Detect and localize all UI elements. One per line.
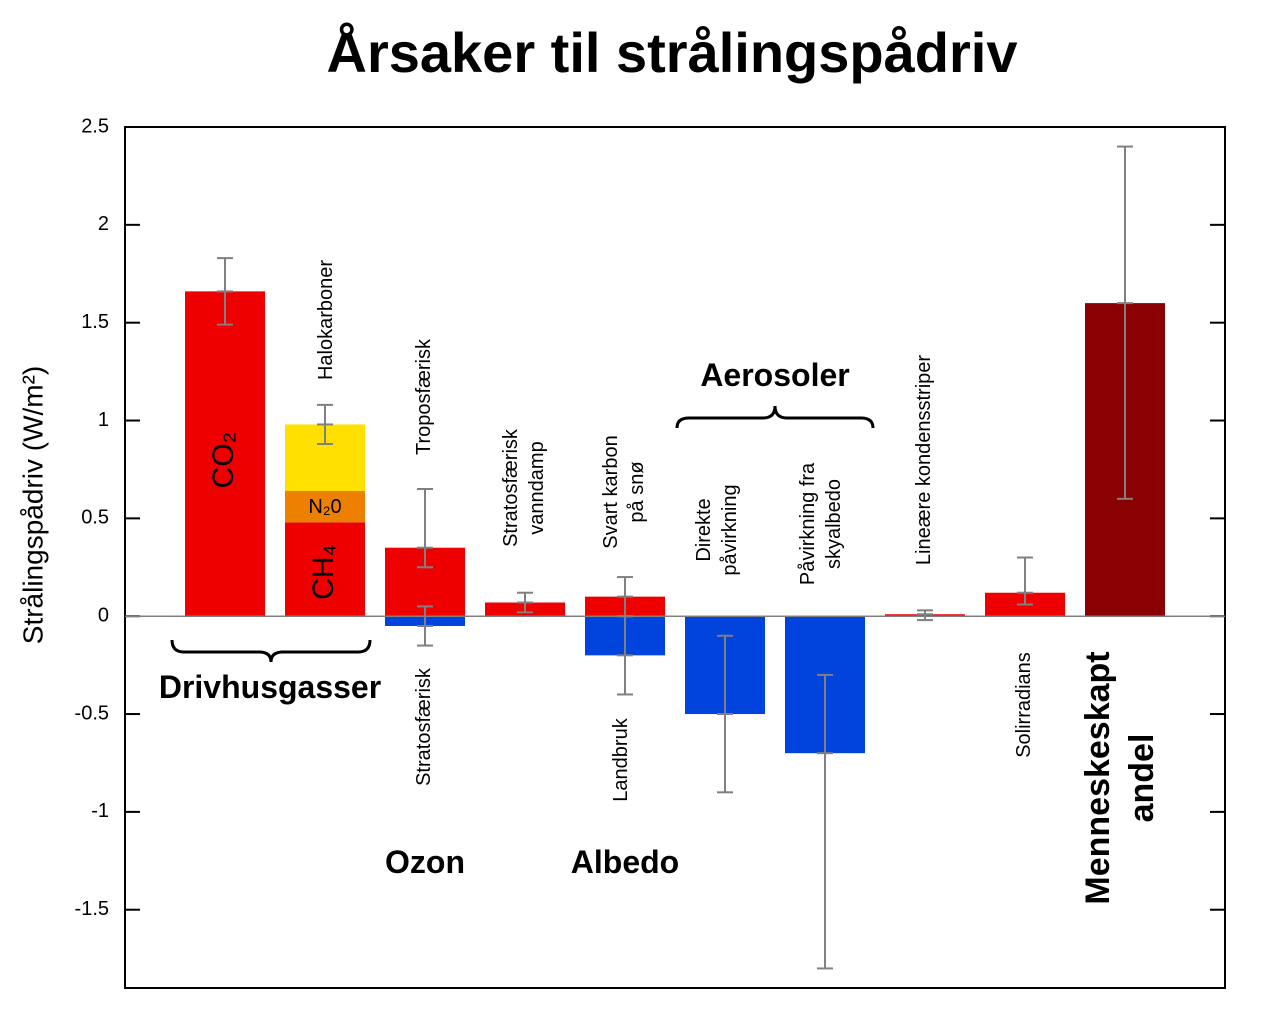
group-label-line: Albedo xyxy=(571,844,679,880)
group-label: Ozon xyxy=(385,844,465,880)
bar-label-line: CO₂ xyxy=(207,432,240,489)
group-label-line: andel xyxy=(1123,734,1161,823)
bar-label: CH₄ xyxy=(307,544,340,600)
y-tick-label: 1 xyxy=(98,409,109,431)
bar-label-line: Halokarboner xyxy=(315,260,337,380)
bar-label: CO₂ xyxy=(207,432,240,489)
y-tick-label: -1 xyxy=(91,800,109,822)
bar-label: Landbruk xyxy=(610,717,632,801)
bar-label-line: skyalbedo xyxy=(823,479,845,569)
bar-label: Troposfærisk xyxy=(413,338,435,455)
bar-label: Stratosfærisk vanndamp xyxy=(500,428,548,547)
y-tick-label: -0.5 xyxy=(75,702,109,724)
bar-label: Halokarboner xyxy=(315,260,337,380)
group-label: Drivhusgasser xyxy=(159,669,381,705)
bar-label-line: Påvirkning fra xyxy=(797,462,819,585)
y-tick-label: -1.5 xyxy=(75,898,109,920)
group-label: Albedo xyxy=(571,844,679,880)
bar-label: Direkte påvirkning xyxy=(693,484,741,575)
bar-label-line: Direkte xyxy=(693,498,715,561)
group-label-line: Aerosoler xyxy=(700,357,849,393)
bar-label-line: Stratosfærisk xyxy=(500,428,522,547)
bar-segment xyxy=(285,490,365,523)
bar-label-line: på snø xyxy=(626,461,648,522)
bar-label: Svart karbon på snø xyxy=(600,435,648,548)
bar-label: Solirradians xyxy=(1013,652,1035,758)
plot-frame xyxy=(124,126,1226,989)
brace xyxy=(170,639,372,663)
bar-label-line: Landbruk xyxy=(610,717,632,801)
group-label-line: Drivhusgasser xyxy=(159,669,381,705)
bar-label: Stratosfærisk xyxy=(413,667,435,786)
bar-label-line: N₂0 xyxy=(308,496,341,518)
group-label-line: Ozon xyxy=(385,844,465,880)
bar-label: Lineære kondensstriper xyxy=(913,355,935,565)
y-tick-label: 2.5 xyxy=(81,115,109,137)
bar-label-line: vanndamp xyxy=(526,441,548,534)
bar-segment xyxy=(285,522,365,617)
y-axis-label: Strålingspådriv (W/m²) xyxy=(17,366,48,644)
brace xyxy=(675,405,875,429)
chart-title: Årsaker til strålingspådriv xyxy=(327,21,1018,84)
bar-label-line: Stratosfærisk xyxy=(413,667,435,786)
bar-label-line: CH₄ xyxy=(307,544,340,600)
group-label: Aerosoler xyxy=(700,357,849,393)
bar-label: N₂0 xyxy=(308,496,341,518)
bar-segment xyxy=(185,291,265,617)
bar-label-line: Lineære kondensstriper xyxy=(913,355,935,565)
bar-label: Påvirkning fra skyalbedo xyxy=(797,462,845,585)
bar-label-line: Solirradians xyxy=(1013,652,1035,758)
y-tick-label: 1.5 xyxy=(81,311,109,333)
bar-label-line: Svart karbon xyxy=(600,435,622,548)
group-label-line: Menneskeskapt xyxy=(1079,651,1117,904)
y-tick-label: 0 xyxy=(98,604,109,626)
bar-label-line: påvirkning xyxy=(719,484,741,575)
group-label: Menneskeskapt andel xyxy=(1079,651,1161,904)
y-tick-label: 2 xyxy=(98,213,109,235)
bar-label-line: Troposfærisk xyxy=(413,338,435,455)
y-tick-label: 0.5 xyxy=(81,507,109,529)
